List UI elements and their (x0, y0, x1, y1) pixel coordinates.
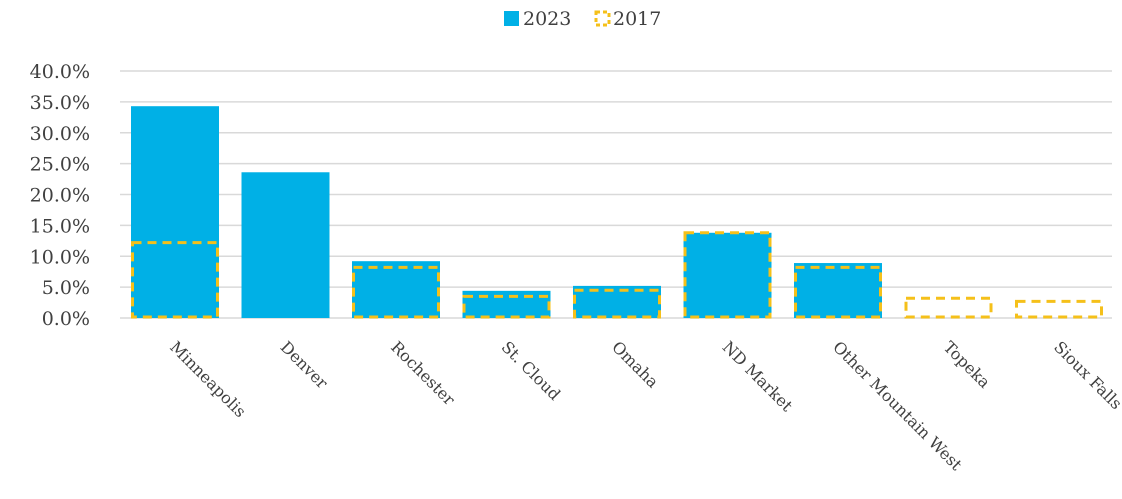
legend-swatch-2017 (594, 10, 611, 27)
y-tick-label: 15.0% (30, 215, 90, 237)
legend-swatch-2023 (504, 11, 519, 26)
legend: 2023 2017 (504, 8, 661, 30)
y-tick-label: 20.0% (30, 185, 90, 207)
bar-2017 (462, 294, 551, 319)
bar-2017 (1015, 299, 1103, 319)
y-tick-label: 35.0% (30, 92, 90, 114)
x-tick-label: St. Cloud (498, 337, 565, 404)
bar-2017 (904, 296, 993, 319)
y-tick-label: 40.0% (30, 61, 90, 83)
y-tick-label: 10.0% (30, 246, 90, 268)
y-axis-tick-labels: 0.0% 5.0% 10.0% 15.0% 20.0% 25.0% 30.0% 35.0% 40… (30, 61, 90, 330)
x-tick-label: Other Mountain West (829, 337, 966, 474)
bar-2017 (352, 265, 440, 319)
bar-2023 (573, 285, 661, 318)
x-axis-category-labels: Minneapolis Denver Rochester St. Cloud Omaha… (166, 337, 1122, 474)
bar-2023 (131, 106, 219, 318)
bars (131, 106, 1103, 319)
bar-2017 (683, 231, 772, 319)
x-tick-label: ND Market (719, 337, 797, 415)
bar-2023 (462, 290, 551, 318)
x-tick-label: Denver (277, 337, 332, 392)
y-tick-label: 0.0% (42, 308, 90, 330)
x-tick-label: Omaha (608, 337, 663, 392)
bar-2017 (794, 265, 882, 319)
bar-2023 (352, 261, 440, 318)
bar-2023 (794, 263, 882, 318)
bar-2017 (131, 241, 219, 319)
y-tick-label: 30.0% (30, 123, 90, 145)
bar-2023 (241, 172, 330, 318)
bar-2023 (683, 232, 772, 318)
x-tick-label: Minneapolis (166, 337, 250, 421)
y-tick-label: 5.0% (42, 277, 90, 299)
legend-label-2023: 2023 (523, 8, 571, 30)
x-tick-label: Sioux Falls (1050, 337, 1122, 413)
bar-2017 (573, 288, 661, 319)
x-tick-label: Topeka (940, 337, 995, 392)
x-tick-label: Rochester (387, 337, 459, 409)
legend-label-2017: 2017 (613, 8, 661, 30)
y-tick-label: 25.0% (30, 154, 90, 176)
